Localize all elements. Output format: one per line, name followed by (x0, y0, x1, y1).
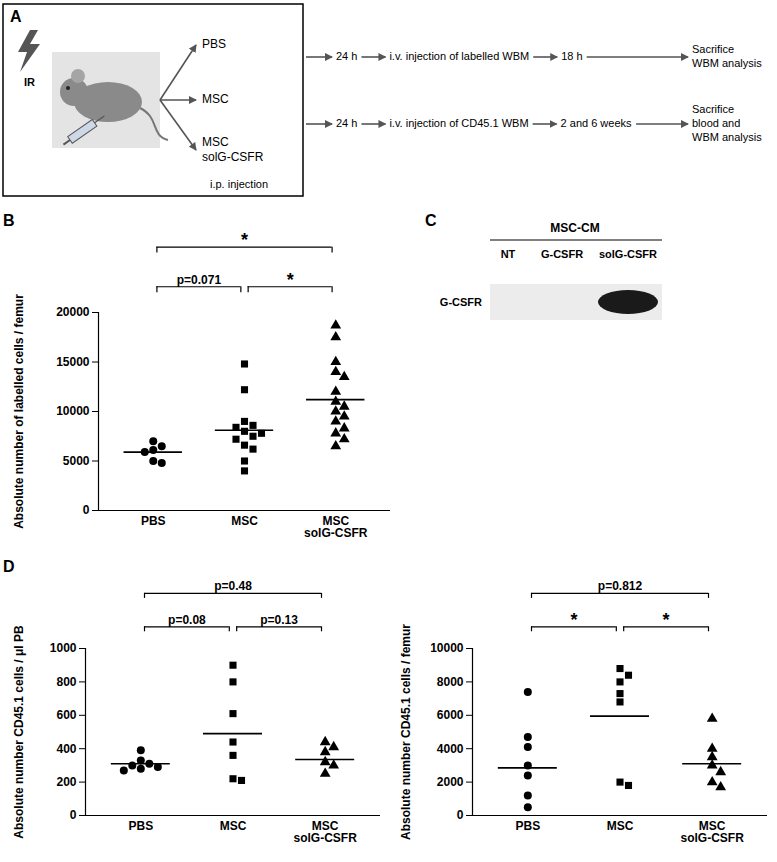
svg-text:10000: 10000 (430, 641, 464, 655)
svg-text:D: D (3, 558, 15, 575)
svg-text:6000: 6000 (437, 708, 464, 722)
svg-text:p=0.13: p=0.13 (260, 613, 298, 627)
svg-text:MSC-CM: MSC-CM (550, 221, 599, 235)
svg-text:600: 600 (56, 708, 76, 722)
svg-text:NT: NT (501, 248, 516, 260)
svg-text:5000: 5000 (63, 454, 90, 468)
svg-text:2 and 6 weeks: 2 and 6 weeks (561, 117, 632, 129)
svg-text:8000: 8000 (437, 675, 464, 689)
svg-text:400: 400 (56, 742, 76, 756)
svg-text:B: B (3, 212, 15, 229)
svg-text:MSCsolG-CSFR: MSCsolG-CSFR (681, 819, 745, 845)
svg-text:MSCsolG-CSFR: MSCsolG-CSFR (202, 135, 264, 164)
svg-text:MSCsolG-CSFR: MSCsolG-CSFR (294, 819, 358, 845)
svg-text:MSC: MSC (231, 514, 258, 528)
svg-text:0: 0 (457, 808, 464, 822)
svg-text:PBS: PBS (128, 819, 153, 833)
svg-text:C: C (425, 212, 437, 229)
svg-text:MSC: MSC (607, 819, 634, 833)
svg-text:18 h: 18 h (561, 50, 582, 62)
svg-text:*: * (663, 610, 670, 630)
svg-text:PBS: PBS (202, 37, 226, 51)
svg-text:p=0.48: p=0.48 (214, 579, 252, 593)
svg-text:800: 800 (56, 675, 76, 689)
svg-text:i.v. injection of CD45.1 WBM: i.v. injection of CD45.1 WBM (389, 117, 528, 129)
svg-text:10000: 10000 (56, 404, 90, 418)
svg-text:i.p. injection: i.p. injection (210, 178, 268, 190)
svg-text:p=0.071: p=0.071 (177, 273, 222, 287)
svg-text:20000: 20000 (56, 305, 90, 319)
svg-text:MSC: MSC (220, 819, 247, 833)
svg-text:*: * (241, 230, 248, 250)
svg-text:Absolute number CD45.1 cells /: Absolute number CD45.1 cells / μl PB (12, 625, 26, 839)
svg-text:0: 0 (83, 503, 90, 517)
svg-text:IR: IR (24, 76, 35, 88)
svg-text:24 h: 24 h (336, 117, 357, 129)
svg-text:i.v. injection of labelled WBM: i.v. injection of labelled WBM (389, 50, 529, 62)
svg-text:G-CSFR: G-CSFR (541, 248, 583, 260)
svg-text:*: * (570, 610, 577, 630)
svg-text:solG-CSFR: solG-CSFR (599, 248, 657, 260)
svg-text:15000: 15000 (56, 355, 90, 369)
svg-text:Absolute number CD45.1 cells /: Absolute number CD45.1 cells / femur (399, 624, 413, 840)
svg-text:p=0.812: p=0.812 (598, 579, 643, 593)
svg-text:Absolute number of labelled ce: Absolute number of labelled cells / femu… (12, 294, 26, 529)
svg-text:4000: 4000 (437, 742, 464, 756)
svg-text:A: A (10, 8, 22, 25)
svg-text:Sacrificeblood andWBM analysis: Sacrificeblood andWBM analysis (692, 103, 762, 143)
svg-text:*: * (287, 270, 294, 290)
svg-text:p=0.08: p=0.08 (168, 613, 206, 627)
svg-text:MSCsolG-CSFR: MSCsolG-CSFR (304, 514, 368, 540)
svg-text:G-CSFR: G-CSFR (440, 296, 482, 308)
svg-text:2000: 2000 (437, 775, 464, 789)
svg-text:PBS: PBS (141, 514, 166, 528)
svg-text:PBS: PBS (515, 819, 540, 833)
svg-text:SacrificeWBM analysis: SacrificeWBM analysis (692, 43, 762, 69)
svg-text:1000: 1000 (50, 641, 77, 655)
svg-text:24 h: 24 h (336, 50, 357, 62)
svg-text:MSC: MSC (202, 92, 229, 106)
svg-text:200: 200 (56, 775, 76, 789)
svg-text:0: 0 (70, 808, 77, 822)
